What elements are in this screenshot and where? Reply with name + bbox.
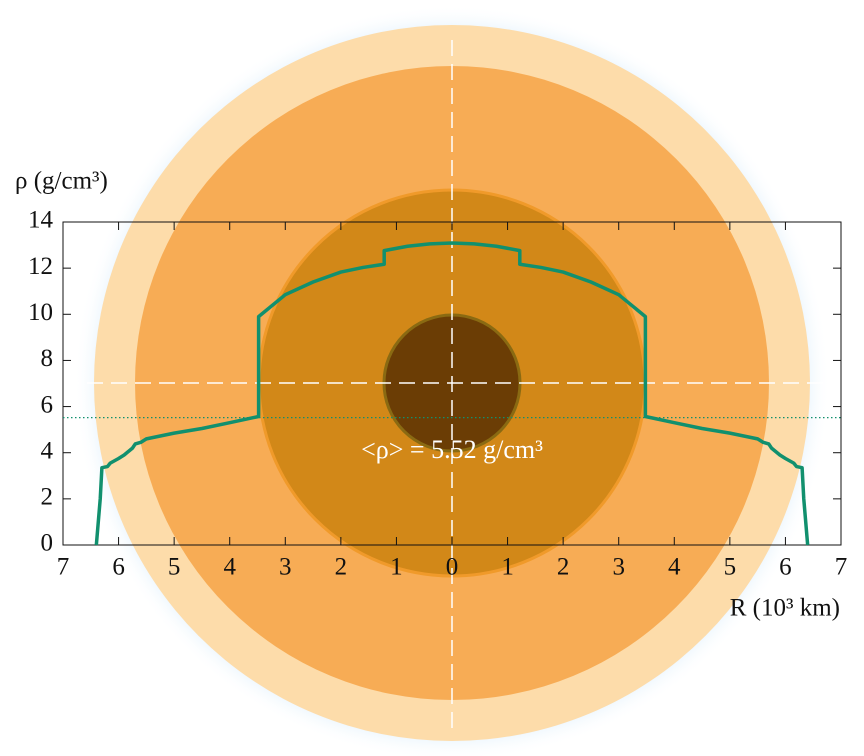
x-tick-label: 2 <box>335 554 348 581</box>
y-tick-label: 12 <box>28 253 53 280</box>
x-tick-label: 2 <box>557 554 570 581</box>
x-tick-label: 1 <box>390 554 403 581</box>
x-tick-label: 5 <box>724 554 737 581</box>
x-axis-label: R (10³ km) <box>730 595 840 622</box>
x-tick-label: 5 <box>168 554 181 581</box>
x-tick-label: 0 <box>446 554 459 581</box>
x-tick-label: 6 <box>779 554 792 581</box>
earth-layers <box>63 5 841 756</box>
x-tick-label: 4 <box>668 554 681 581</box>
x-tick-label: 6 <box>112 554 125 581</box>
y-tick-label: 2 <box>41 484 54 511</box>
y-tick-label: 8 <box>41 345 54 372</box>
y-tick-label: 14 <box>28 207 54 234</box>
y-axis-label: ρ (g/cm³) <box>15 168 108 195</box>
x-tick-label: 3 <box>612 554 625 581</box>
density-line <box>94 241 810 546</box>
annotation: <ρ> = 5.52 g/cm³ <box>361 435 543 464</box>
x-tick-label: 3 <box>279 554 292 581</box>
x-tick-label: 4 <box>223 554 236 581</box>
y-tick-label: 10 <box>28 299 53 326</box>
y-tick-label: 4 <box>41 437 54 464</box>
y-tick-label: 6 <box>41 391 54 418</box>
x-tick-label: 7 <box>57 554 70 581</box>
x-tick-label: 7 <box>835 554 848 581</box>
x-tick-label: 1 <box>501 554 514 581</box>
y-tick-label: 0 <box>41 530 54 557</box>
